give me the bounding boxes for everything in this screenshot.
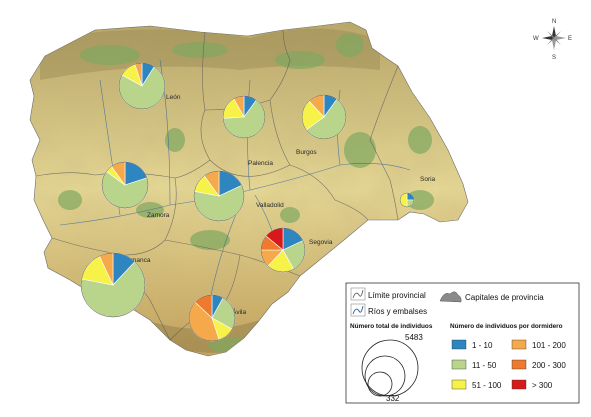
- pie-5: [193, 170, 245, 222]
- legend-total-min: 332: [386, 394, 400, 403]
- label-leon: León: [166, 94, 181, 101]
- legend-swatch: [451, 379, 467, 390]
- label-zamora: Zamora: [147, 212, 170, 219]
- label-segovia: Segovia: [309, 239, 333, 246]
- legend-swatch: [511, 379, 527, 390]
- pie-outline: [118, 62, 166, 110]
- legend-rios-label: Ríos y embalses: [368, 307, 427, 316]
- legend: Límite provincial Ríos y embalses Capita…: [345, 282, 580, 404]
- pie-6: [260, 227, 306, 273]
- label-soria: Soria: [420, 176, 436, 183]
- pie-outline: [399, 192, 415, 208]
- label-palencia: Palencia: [248, 160, 273, 167]
- province-labels: León Palencia Burgos Soria Zamora Vallad…: [118, 94, 436, 316]
- pie-outline: [193, 170, 245, 222]
- pie-charts: [80, 62, 415, 342]
- legend-class-label: > 300: [532, 381, 553, 390]
- pie-7: [80, 252, 146, 318]
- pie-0: [118, 62, 166, 110]
- pie-3: [399, 192, 415, 208]
- legend-river-symbol: [350, 303, 366, 317]
- legend-swatch: [451, 359, 467, 370]
- label-salamanca: Salamanca: [118, 257, 151, 264]
- pie-outline: [301, 94, 347, 140]
- legend-total-max: 5483: [405, 333, 423, 342]
- legend-capitales-label: Capitales de provincia: [465, 293, 544, 302]
- legend-class-label: 51 - 100: [472, 381, 502, 390]
- legend-class-label: 11 - 50: [472, 361, 497, 370]
- legend-limite-label: Límite provincial: [368, 291, 426, 300]
- pie-8: [188, 294, 236, 342]
- legend-classes-title: Número de individuos por dormidero: [450, 323, 563, 330]
- legend-total-title: Número total de individuos: [350, 323, 433, 330]
- legend-swatch: [511, 359, 527, 370]
- compass-rose: N S E W: [533, 19, 572, 61]
- legend-swatch: [451, 339, 467, 350]
- label-valladolid: Valladolid: [256, 202, 284, 209]
- pie-outline: [260, 227, 306, 273]
- label-burgos: Burgos: [296, 149, 317, 156]
- pie-4: [101, 161, 149, 209]
- legend-boundary-symbol: [350, 287, 366, 301]
- compass-s: S: [552, 55, 556, 61]
- pie-outline: [188, 294, 236, 342]
- compass-w: W: [533, 36, 539, 42]
- pie-1: [222, 95, 266, 139]
- legend-class-label: 1 - 10: [472, 341, 493, 350]
- legend-swatch: [511, 339, 527, 350]
- compass-n: N: [552, 19, 556, 25]
- legend-class-label: 101 - 200: [532, 341, 566, 350]
- legend-classes: 1 - 10 11 - 50 51 - 100 101 - 200 200 - 300 >…: [451, 339, 566, 390]
- pie-outline: [101, 161, 149, 209]
- compass-e: E: [568, 36, 572, 42]
- label-avila: Ávila: [232, 307, 246, 316]
- pie-2: [301, 94, 347, 140]
- pie-outline: [80, 252, 146, 318]
- legend-class-label: 200 - 300: [532, 361, 566, 370]
- legend-capital-icon: [439, 291, 462, 303]
- pie-outline: [222, 95, 266, 139]
- legend-size-circles: [361, 339, 419, 397]
